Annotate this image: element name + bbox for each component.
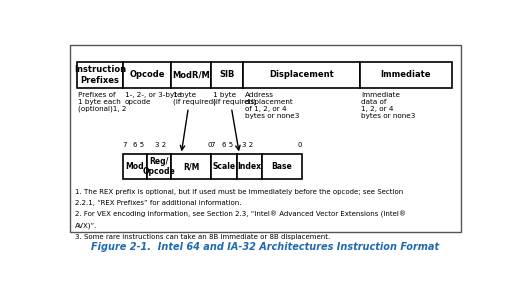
- Bar: [123, 61, 171, 88]
- Text: Immediate
data of
1, 2, or 4
bytes or none3: Immediate data of 1, 2, or 4 bytes or no…: [362, 92, 416, 119]
- Text: 6 5: 6 5: [222, 142, 233, 148]
- Text: AVX)”.: AVX)”.: [75, 222, 97, 229]
- Text: 6 5: 6 5: [134, 142, 145, 148]
- Bar: [171, 154, 211, 179]
- Text: 1. The REX prefix is optional, but if used must be immediately before the opcode: 1. The REX prefix is optional, but if us…: [75, 189, 403, 195]
- Bar: [77, 61, 123, 88]
- Text: ModR/M: ModR/M: [172, 70, 210, 79]
- Text: Prefixes of
1 byte each
(optional)1, 2: Prefixes of 1 byte each (optional)1, 2: [78, 92, 127, 112]
- Text: Reg/
Opcode: Reg/ Opcode: [143, 157, 176, 176]
- Text: Displacement: Displacement: [269, 70, 334, 79]
- Bar: [69, 45, 462, 232]
- Text: 0: 0: [207, 142, 211, 148]
- Bar: [211, 154, 237, 179]
- Text: Scale: Scale: [212, 162, 236, 171]
- Text: 7: 7: [210, 142, 215, 148]
- Bar: [123, 154, 147, 179]
- Text: 3. Some rare instructions can take an 8B immediate or 8B displacement.: 3. Some rare instructions can take an 8B…: [75, 233, 330, 240]
- Text: Immediate: Immediate: [381, 70, 431, 79]
- Text: 3 2: 3 2: [242, 142, 253, 148]
- Text: Base: Base: [271, 162, 292, 171]
- Text: 0: 0: [297, 142, 302, 148]
- Text: R/M: R/M: [183, 162, 199, 171]
- Text: Mod: Mod: [126, 162, 145, 171]
- Text: Instruction
Prefixes: Instruction Prefixes: [74, 65, 126, 85]
- Text: Index: Index: [237, 162, 261, 171]
- Bar: [147, 154, 171, 179]
- Text: 2. For VEX encoding information, see Section 2.3, “Intel® Advanced Vector Extens: 2. For VEX encoding information, see Sec…: [75, 211, 406, 218]
- Text: 2.2.1, “REX Prefixes” for additional information.: 2.2.1, “REX Prefixes” for additional inf…: [75, 200, 241, 206]
- Text: Opcode: Opcode: [130, 70, 165, 79]
- Text: 1-, 2-, or 3-byte
opcode: 1-, 2-, or 3-byte opcode: [124, 92, 181, 105]
- Bar: [237, 154, 262, 179]
- Text: 7: 7: [122, 142, 126, 148]
- Text: 1 byte
(if required): 1 byte (if required): [213, 92, 256, 105]
- Text: SIB: SIB: [220, 70, 235, 79]
- Text: Figure 2-1.  Intel 64 and IA-32 Architectures Instruction Format: Figure 2-1. Intel 64 and IA-32 Architect…: [91, 242, 440, 252]
- Bar: [171, 61, 211, 88]
- Bar: [243, 61, 360, 88]
- Text: 3 2: 3 2: [155, 142, 166, 148]
- Bar: [360, 61, 452, 88]
- Text: Address
displacement
of 1, 2, or 4
bytes or none3: Address displacement of 1, 2, or 4 bytes…: [245, 92, 299, 119]
- Bar: [211, 61, 243, 88]
- Text: 1 byte
(if required): 1 byte (if required): [172, 92, 215, 105]
- Bar: [262, 154, 302, 179]
